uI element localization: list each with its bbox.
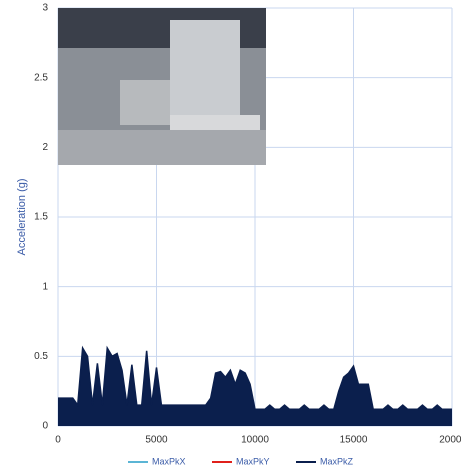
x-tick-label: 2000(: [439, 435, 462, 446]
series-line: [58, 345, 452, 411]
photo-base: [58, 130, 266, 165]
y-tick-label: 3: [42, 3, 48, 14]
photo-sensor: [120, 80, 170, 125]
x-tick-label: 0: [55, 435, 61, 446]
x-tick-label: 5000: [145, 435, 168, 446]
legend-label: MaxPkX: [152, 456, 186, 466]
legend-label: MaxPkZ: [320, 456, 354, 466]
y-tick-label: 2: [42, 142, 48, 153]
y-tick-label: 2.5: [34, 72, 48, 83]
x-tick-label: 10000: [241, 435, 269, 446]
photo-cylinder: [170, 20, 240, 130]
y-tick-label: 1: [42, 281, 48, 292]
y-axis-label: Acceleration (g): [16, 178, 28, 255]
photo-inset: [58, 8, 266, 165]
legend-label: MaxPkY: [236, 456, 270, 466]
x-tick-label: 15000: [340, 435, 368, 446]
y-tick-label: 0.5: [34, 351, 48, 362]
y-tick-label: 1.5: [34, 212, 48, 223]
y-tick-label: 0: [42, 421, 48, 432]
